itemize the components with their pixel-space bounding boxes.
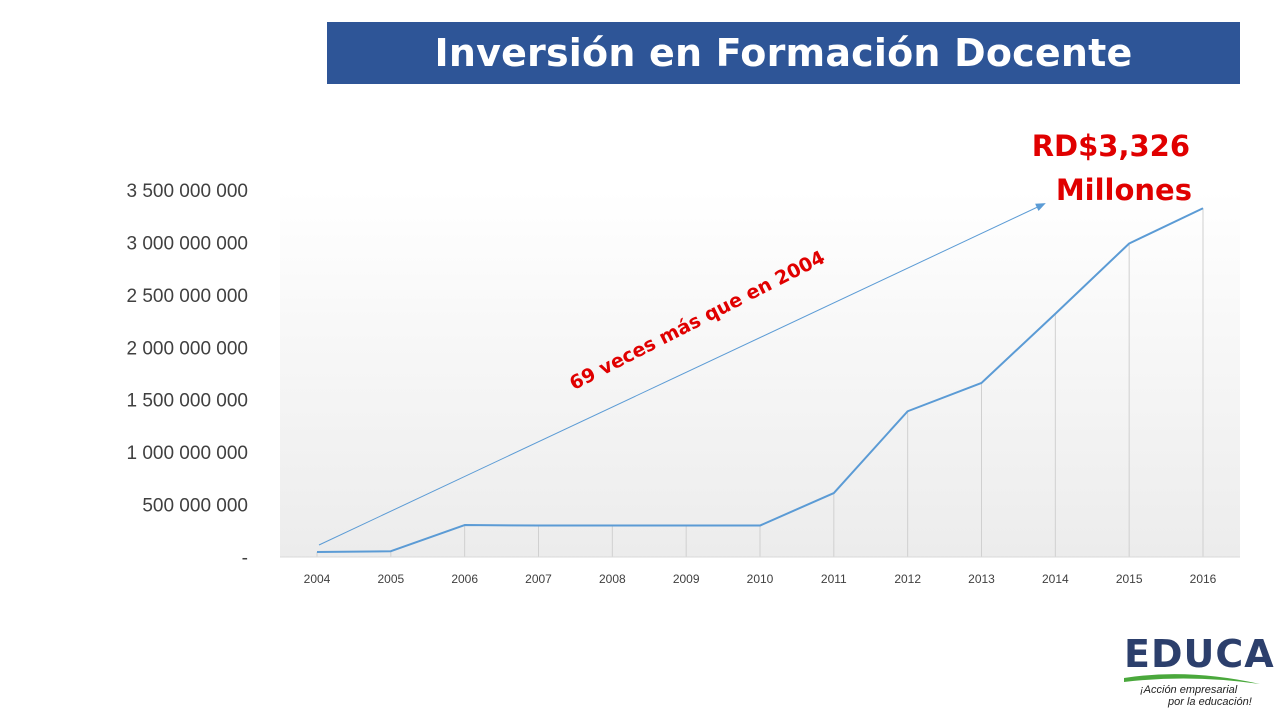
x-tick-label: 2005 — [377, 572, 404, 586]
y-tick-label: 1 500 000 000 — [126, 391, 248, 412]
x-tick-label: 2004 — [304, 572, 331, 586]
x-tick-label: 2007 — [525, 572, 552, 586]
callout-amount: RD$3,326 — [1031, 129, 1190, 163]
total-callout: RD$3,326 Millones — [1010, 124, 1210, 212]
y-tick-label: 500 000 000 — [142, 496, 248, 517]
x-tick-label: 2013 — [968, 572, 995, 586]
logo-swoosh — [1124, 674, 1260, 684]
series-line — [316, 207, 1204, 553]
page-title: Inversión en Formación Docente — [434, 31, 1133, 75]
x-tick-label: 2016 — [1190, 572, 1217, 586]
callout-unit: Millones — [1055, 173, 1192, 207]
logo-wordmark: EDUCA — [1124, 632, 1275, 676]
x-tick-label: 2010 — [747, 572, 774, 586]
x-tick-label: 2008 — [599, 572, 626, 586]
y-tick-label: 1 000 000 000 — [126, 443, 248, 464]
x-axis: 2004 2005 2006 2007 2008 2009 2010 2011 2012 2013… — [304, 572, 1217, 586]
x-tick-label: 2015 — [1116, 572, 1143, 586]
y-tick-label: 2 500 000 000 — [126, 286, 248, 307]
x-tick-label: 2011 — [821, 572, 847, 586]
drop-lines — [316, 208, 1204, 557]
x-tick-label: 2009 — [673, 572, 700, 586]
y-tick-label: 3 000 000 000 — [126, 233, 248, 254]
educa-logo: EDUCA ¡Acción empresarial por la educaci… — [1118, 632, 1274, 714]
plot-area — [280, 190, 1240, 557]
x-tick-label: 2006 — [451, 572, 478, 586]
y-axis: - 500 000 000 1 000 000 000 1 500 000 000 2 … — [126, 181, 248, 569]
y-tick-label: 3 500 000 000 — [126, 181, 248, 202]
y-tick-label: - — [242, 548, 248, 569]
x-tick-label: 2012 — [894, 572, 921, 586]
growth-arrow — [318, 203, 1046, 546]
y-tick-label: 2 000 000 000 — [126, 338, 248, 359]
logo-tagline-1: ¡Acción empresarial — [1140, 684, 1238, 696]
x-tick-label: 2014 — [1042, 572, 1069, 586]
logo-tagline-2: por la educación! — [1168, 696, 1252, 708]
title-banner: Inversión en Formación Docente — [327, 22, 1240, 84]
